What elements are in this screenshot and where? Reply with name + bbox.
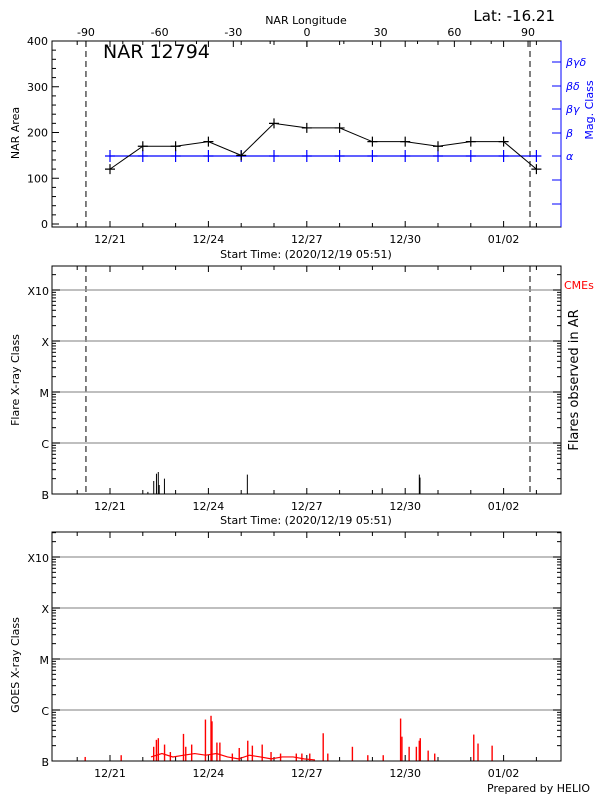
area-point: [334, 122, 345, 133]
mag-class-tick-label: βγδ: [565, 56, 587, 69]
mag-class-point: [301, 150, 312, 162]
y-tick-label: 200: [27, 127, 48, 140]
longitude-tick-label: 0: [304, 26, 311, 39]
cme-label: CMEs: [564, 279, 594, 292]
x-tick-label: 12/24: [193, 233, 225, 246]
x-tick-label: 12/27: [291, 233, 323, 246]
x-tick-label: 12/30: [389, 767, 421, 780]
class-tick-label: X: [41, 603, 49, 616]
area-point: [236, 150, 247, 161]
longitude-tick-label: 60: [447, 26, 461, 39]
area-point: [203, 136, 214, 147]
longitude-tick-label: -30: [224, 26, 242, 39]
x-tick-label: 12/30: [389, 233, 421, 246]
mag-class-tick-label: βδ: [565, 80, 580, 93]
mag-class-point: [367, 150, 378, 162]
longitude-tick-label: -60: [151, 26, 169, 39]
x-axis-label-top-panel: Start Time: (2020/12/19 05:51): [220, 248, 392, 261]
y-tick-label: 400: [27, 35, 48, 48]
area-point: [498, 136, 509, 147]
area-point: [400, 136, 411, 147]
x-tick-label: 12/21: [94, 233, 126, 246]
longitude-tick-label: 30: [374, 26, 388, 39]
mag-class-point: [334, 150, 345, 162]
mag-class-axis-label: Mag. Class: [583, 80, 596, 139]
y-tick-label: 300: [27, 81, 48, 94]
area-point: [170, 141, 181, 152]
area-point: [465, 136, 476, 147]
region-name: NAR 12794: [103, 41, 210, 63]
flares-observed-label: Flares observed in AR: [567, 309, 582, 450]
area-point: [105, 164, 115, 175]
mag-class-tick-label: βγ: [565, 103, 580, 116]
class-tick-label: X10: [27, 552, 49, 565]
x-tick-label: 12/27: [291, 767, 323, 780]
mag-class-point: [498, 150, 509, 162]
mag-class-point: [433, 150, 443, 162]
area-point: [367, 136, 378, 147]
mag-class-point: [203, 150, 214, 162]
y-tick-label: 0: [41, 218, 48, 231]
x-tick-label: 12/30: [389, 500, 421, 513]
latitude-label: Lat: -16.21: [473, 7, 555, 25]
longitude-tick-label: -90: [77, 26, 95, 39]
x-tick-label: 01/02: [488, 767, 520, 780]
area-line: [109, 122, 537, 170]
x-tick-label: 12/24: [193, 500, 225, 513]
class-tick-label: X10: [27, 285, 49, 298]
class-tick-label: B: [41, 489, 49, 502]
flare-class-axis-label: Flare X-ray Class: [9, 334, 22, 426]
top-axis-label: NAR Longitude: [265, 14, 347, 27]
x-tick-label: 12/21: [94, 767, 126, 780]
x-tick-label: 12/21: [94, 500, 126, 513]
mag-class-point: [170, 150, 181, 162]
mag-class-tick-label: β: [565, 127, 573, 140]
mag-class-point: [531, 150, 542, 162]
class-tick-label: M: [40, 387, 50, 400]
prepared-by-footer: Prepared by HELIO: [487, 782, 590, 795]
area-point: [301, 122, 312, 133]
mag-class-point: [105, 150, 115, 162]
x-axis-label-middle-panel: Start Time: (2020/12/19 05:51): [220, 514, 392, 527]
area-point: [433, 141, 443, 152]
mag-class-point: [465, 150, 476, 162]
mag-class-point: [269, 150, 279, 162]
class-tick-label: X: [41, 336, 49, 349]
goes-class-axis-label: GOES X-ray Class: [9, 617, 22, 713]
area-point: [137, 141, 148, 152]
area-point: [531, 164, 542, 175]
class-tick-label: M: [40, 654, 50, 667]
class-tick-label: B: [41, 756, 49, 769]
x-tick-label: 01/02: [488, 233, 520, 246]
area-y-axis-label: NAR Area: [9, 107, 22, 159]
mag-class-tick-label: α: [566, 150, 574, 163]
y-tick-label: 100: [27, 172, 48, 185]
class-tick-label: C: [41, 705, 49, 718]
mag-class-point: [137, 150, 148, 162]
x-tick-label: 01/02: [488, 500, 520, 513]
longitude-tick-label: 90: [521, 26, 535, 39]
mag-class-point: [400, 150, 411, 162]
class-tick-label: C: [41, 438, 49, 451]
x-tick-label: 12/24: [193, 767, 225, 780]
area-point: [269, 118, 279, 129]
x-tick-label: 12/27: [291, 500, 323, 513]
